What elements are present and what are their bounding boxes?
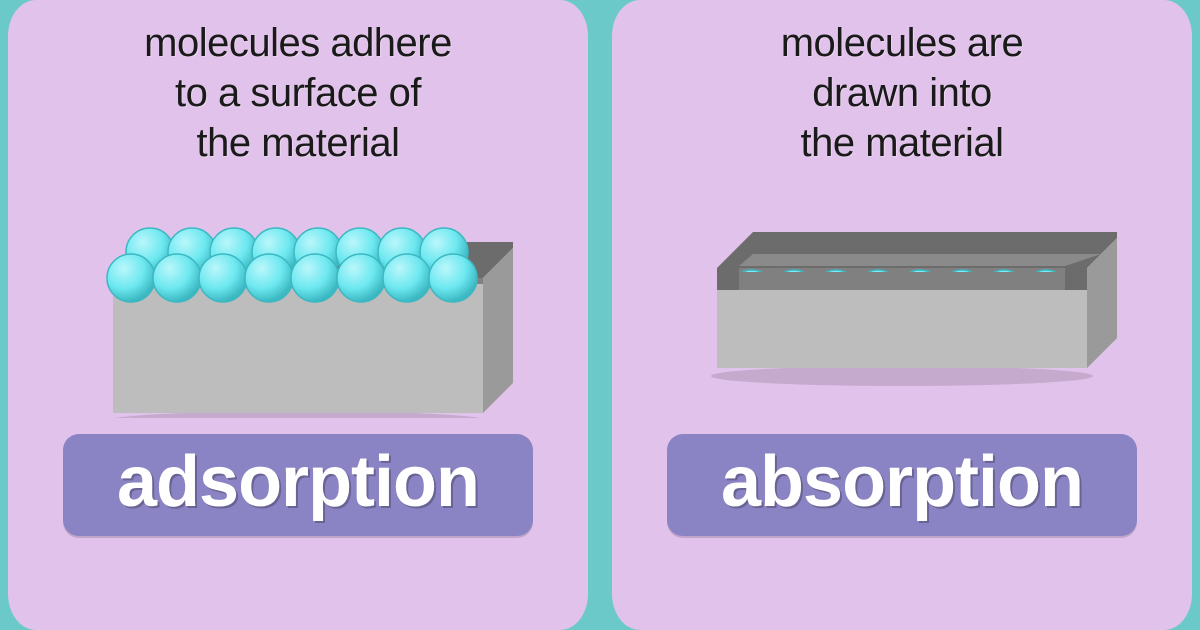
panel-adsorption: molecules adhere to a surface of the mat… [0,0,596,630]
desc-line: molecules adhere [144,21,452,65]
desc-line: the material [801,121,1004,165]
panel-absorption: molecules are drawn into the material ab… [604,0,1200,630]
diagram-adsorption [83,188,513,418]
diagram-absorption [687,188,1117,418]
label-absorption: absorption [721,446,1083,518]
adsorption-svg [83,188,513,418]
label-box-adsorption: adsorption [63,434,533,536]
infographic-container: molecules adhere to a surface of the mat… [0,0,1200,630]
description-absorption: molecules are drawn into the material [781,18,1024,168]
desc-line: to a surface of [175,71,421,115]
desc-line: drawn into [812,71,992,115]
label-box-absorption: absorption [667,434,1137,536]
desc-line: molecules are [781,21,1024,65]
description-adsorption: molecules adhere to a surface of the mat… [144,18,452,168]
label-adsorption: adsorption [117,446,479,518]
absorption-svg [687,188,1117,418]
desc-line: the material [197,121,400,165]
